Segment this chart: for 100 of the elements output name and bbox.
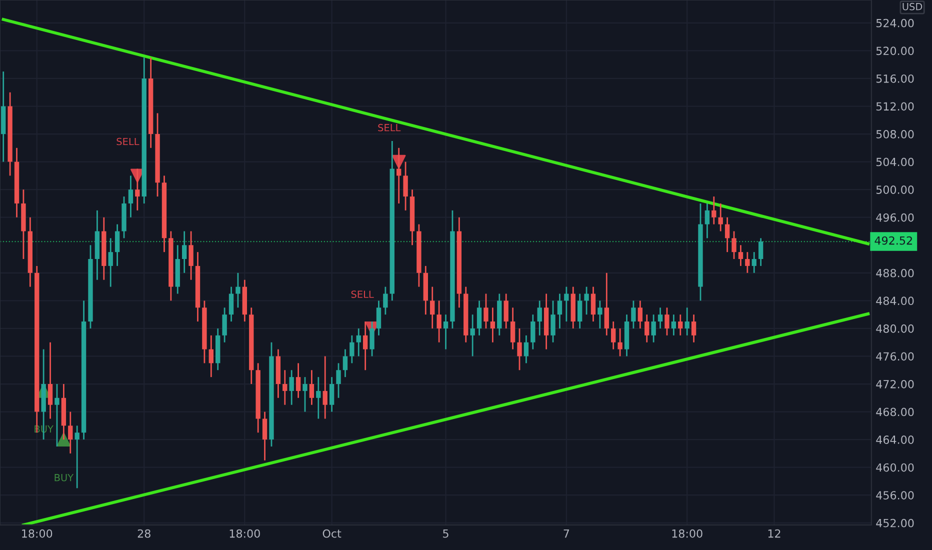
candlestick <box>664 306 670 336</box>
candlestick <box>356 328 361 357</box>
y-tick-label: 508.00 <box>876 130 914 138</box>
y-tick-label: 476.00 <box>876 352 914 361</box>
y-tick-label: 488.00 <box>876 268 914 278</box>
candlestick <box>504 293 508 330</box>
candlestick <box>691 314 696 344</box>
candlestick <box>316 376 321 420</box>
y-tick-label: 460.00 <box>876 463 914 472</box>
candlestick <box>222 306 227 344</box>
candlestick <box>758 237 764 267</box>
candlestick <box>684 306 690 336</box>
candlestick <box>557 293 562 330</box>
candlestick <box>631 300 636 330</box>
x-tick-label: 28 <box>138 529 150 538</box>
y-tick-label: 472.00 <box>876 380 914 388</box>
candlestick <box>208 334 214 378</box>
candlestick <box>738 244 744 267</box>
y-tick-label: 500.00 <box>876 186 914 194</box>
candlestick <box>403 161 408 212</box>
candlestick <box>128 174 134 218</box>
candlestick <box>550 300 556 344</box>
candlestick <box>443 314 448 350</box>
candlestick <box>54 383 60 448</box>
candlestick <box>336 362 341 399</box>
candlestick <box>644 314 650 344</box>
candlestick <box>618 328 622 357</box>
candlestick <box>302 376 308 412</box>
candlestick <box>228 286 234 322</box>
y-tick-label: 512.00 <box>876 102 914 111</box>
candlestick <box>476 300 482 336</box>
x-tick-label: 12 <box>768 529 780 538</box>
data-label: SELL <box>378 124 401 132</box>
candlestick <box>490 306 496 344</box>
candlestick <box>436 300 442 344</box>
candlestick <box>564 286 569 322</box>
x-tick-label: 18:00 <box>230 529 260 538</box>
candlestick <box>282 369 288 406</box>
candlestick <box>74 424 80 489</box>
candlestick <box>510 306 516 350</box>
text: USD <box>902 2 922 10</box>
candlestick <box>362 320 368 371</box>
data-label: SELL <box>116 138 140 146</box>
candlestick <box>590 286 596 322</box>
candlestick <box>114 224 120 267</box>
candlestick <box>68 411 73 454</box>
x-tick-label: 5 <box>443 529 448 538</box>
candlestick <box>611 320 616 350</box>
y-tick-label: 516.00 <box>876 74 914 83</box>
candlestick <box>322 356 328 420</box>
candlestick <box>309 369 314 406</box>
candlestick <box>577 293 582 330</box>
y-tick-label: 496.00 <box>876 213 914 222</box>
candlestick <box>484 293 488 330</box>
candlestick <box>108 237 113 288</box>
candlestick <box>430 286 435 330</box>
candlestick <box>598 300 602 330</box>
candlestick <box>342 348 348 378</box>
candlestick <box>752 251 756 274</box>
candlestick <box>651 314 656 344</box>
candlestick <box>524 334 529 364</box>
candlestick <box>678 314 683 336</box>
candlestick <box>658 306 663 330</box>
x-tick-label: 18:00 <box>672 529 702 538</box>
candlestick <box>712 196 716 225</box>
y-tick-label: 524.00 <box>876 18 914 28</box>
ref-line-label: 492.52 <box>874 236 912 245</box>
candlestick <box>530 314 536 350</box>
candlestick <box>135 168 140 212</box>
y-tick-label: 480.00 <box>876 324 914 333</box>
candlestick <box>329 376 334 412</box>
y-tick-label: 464.00 <box>876 436 914 444</box>
candlestick <box>262 411 268 462</box>
data-label: BUY <box>54 474 74 482</box>
candlestick <box>182 230 187 274</box>
candlestick <box>517 328 522 371</box>
candlestick <box>188 230 194 281</box>
candlestick <box>396 147 402 204</box>
candlestick <box>745 251 750 274</box>
y-tick-label: 520.00 <box>876 46 914 56</box>
candlestick <box>376 300 382 336</box>
x-tick-label: 7 <box>564 529 570 538</box>
y-tick-label: 484.00 <box>876 296 914 306</box>
candlestick <box>604 272 609 336</box>
y-tick-label: 504.00 <box>876 158 914 166</box>
candlestick <box>537 300 542 336</box>
candlestick <box>350 334 354 364</box>
candlestick <box>732 230 736 260</box>
candlestick <box>671 314 676 336</box>
y-tick-label: 468.00 <box>876 408 914 416</box>
candlestick <box>48 342 53 420</box>
x-tick-label: Oct <box>322 529 342 538</box>
candlestick <box>584 286 589 316</box>
candlestick <box>718 202 723 232</box>
candlestick <box>370 320 374 357</box>
candlestick <box>289 369 294 406</box>
x-tick-label: 18:00 <box>22 529 52 538</box>
candlestick <box>236 272 240 308</box>
candlestick <box>704 202 710 239</box>
y-tick-label: 452.00 <box>876 518 914 528</box>
